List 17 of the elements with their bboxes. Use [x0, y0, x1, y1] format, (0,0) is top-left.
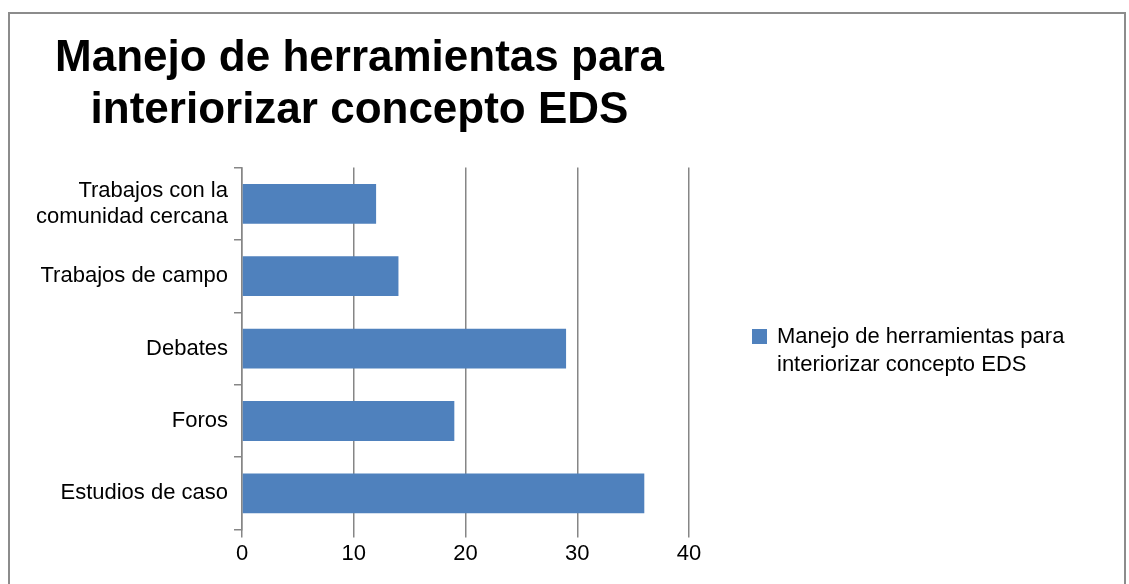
bar [242, 473, 645, 514]
y-tick-label: Estudios de caso [60, 479, 229, 505]
bar [242, 256, 399, 297]
y-tick-label: Trabajos con la comunidad cercana [35, 176, 229, 229]
y-tick-label: Foros [171, 407, 229, 433]
x-tick-label: 40 [676, 539, 702, 565]
x-tick-label: 30 [565, 539, 590, 565]
chart-title: Manejo de herramientas para interiorizar concepto EDS [55, 30, 665, 133]
bar [242, 401, 455, 441]
x-tick-label: 20 [453, 539, 478, 565]
y-tick-label: Trabajos de campo [40, 262, 229, 288]
x-tick-label: 0 [235, 539, 249, 565]
legend-label: Manejo de herramientas para interiorizar concepto EDS [777, 322, 1066, 378]
bar [242, 183, 377, 224]
x-tick-label: 10 [341, 539, 366, 565]
bar [242, 328, 567, 369]
y-tick-label: Debates [146, 334, 229, 360]
